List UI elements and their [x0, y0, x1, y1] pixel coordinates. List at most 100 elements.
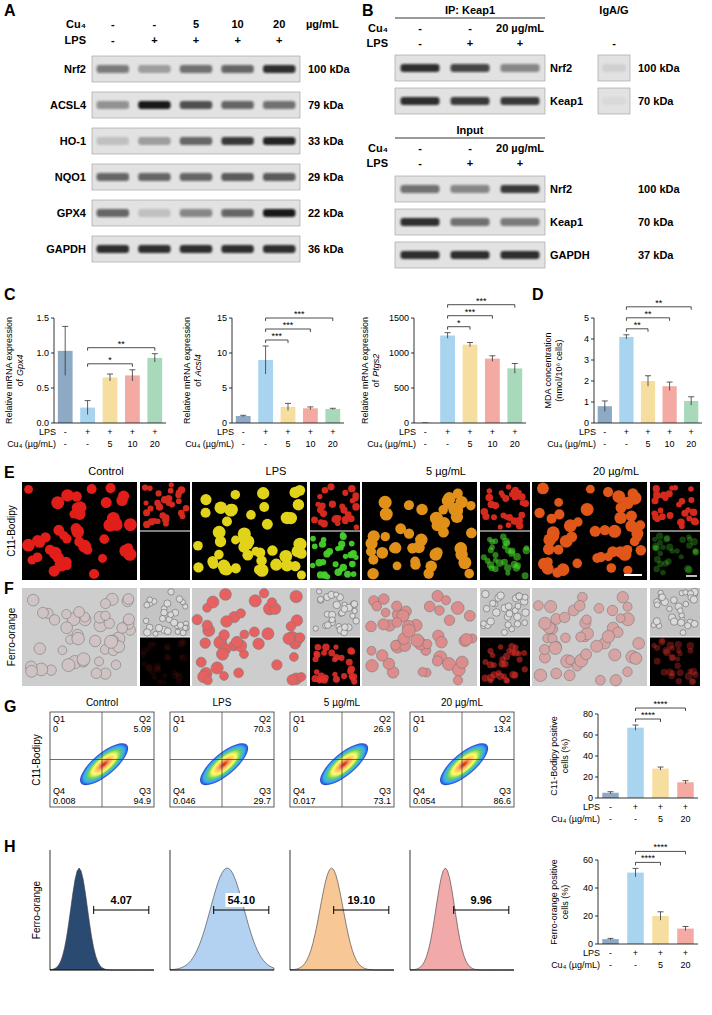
error-bar	[633, 725, 639, 730]
tick-label: 80	[583, 709, 593, 719]
cell	[216, 648, 228, 660]
axis-title: Ferro-orange	[31, 880, 42, 939]
label: 100 kDa	[308, 63, 350, 75]
cell	[656, 532, 663, 539]
cell	[124, 518, 137, 531]
cell	[606, 563, 616, 573]
condition-title: LPS	[266, 465, 287, 477]
cell	[523, 547, 530, 554]
table-label: Cu₄ (µg/mL)	[551, 960, 600, 970]
label: -	[612, 37, 616, 49]
cell	[154, 554, 160, 560]
tick-label: 500	[394, 383, 409, 393]
cell	[658, 594, 665, 601]
quadrant-name: Q3	[259, 786, 271, 796]
tick	[411, 353, 414, 354]
image-bg	[310, 588, 360, 637]
cell	[267, 598, 276, 607]
cell	[333, 592, 338, 597]
cell	[242, 550, 253, 561]
cell	[221, 616, 232, 627]
micrograph	[192, 482, 360, 580]
label: LPS	[367, 37, 388, 49]
table-label: Cu₄ (µg/mL)	[367, 439, 416, 449]
cell	[313, 626, 318, 631]
table-cell: -	[64, 427, 67, 437]
cell	[333, 676, 340, 683]
cell	[154, 665, 160, 671]
cell	[219, 630, 229, 640]
cell	[654, 556, 661, 563]
x-axis	[54, 423, 166, 424]
table-cell: 5	[285, 439, 290, 449]
cell	[333, 601, 341, 609]
significance: ****	[653, 842, 668, 852]
cell	[348, 515, 355, 522]
micrograph	[532, 588, 700, 686]
label: -	[111, 34, 115, 46]
cell	[451, 602, 464, 615]
tick-label: 60	[583, 730, 593, 740]
band	[451, 64, 490, 72]
label: ACSL4	[50, 99, 87, 111]
cell	[176, 552, 183, 559]
cell	[180, 568, 187, 575]
cell	[659, 594, 666, 601]
cell	[608, 525, 621, 538]
cell	[193, 541, 203, 551]
cell	[432, 547, 442, 557]
cell	[123, 614, 134, 625]
table-cell: 20	[686, 439, 696, 449]
cell	[317, 507, 324, 514]
cell	[669, 485, 674, 490]
cell	[324, 622, 331, 629]
cell	[679, 554, 684, 559]
cell	[152, 674, 158, 680]
label: 70 kDa	[638, 216, 674, 228]
cell	[461, 634, 473, 646]
scale-bar	[624, 574, 642, 576]
label: 20 µg/mL	[496, 22, 544, 34]
cell	[51, 496, 64, 509]
cell	[146, 646, 151, 651]
cell	[295, 633, 305, 643]
cell	[346, 659, 353, 666]
cell	[522, 572, 529, 579]
cell	[501, 674, 507, 680]
cell	[147, 486, 152, 491]
cell	[71, 525, 84, 538]
tick-label: 1.0	[36, 348, 49, 358]
cell	[323, 674, 329, 680]
condition-title: 20 µg/mL	[441, 697, 483, 708]
error-bar	[683, 781, 689, 784]
axis-title-part: of	[371, 379, 381, 387]
cell	[328, 650, 335, 657]
gate-value: 4.07	[111, 894, 132, 906]
cell	[317, 494, 322, 499]
cell	[676, 678, 682, 684]
cell	[677, 608, 683, 614]
cell	[351, 673, 358, 680]
table-cell: -	[609, 948, 612, 958]
label: IgA/G	[599, 4, 628, 16]
cell	[503, 653, 510, 660]
cell	[200, 638, 211, 649]
cell	[183, 625, 189, 631]
tick	[51, 423, 54, 424]
density-cloud	[434, 737, 494, 792]
cell	[691, 517, 699, 525]
cell	[175, 629, 180, 634]
cell	[614, 512, 626, 524]
cell	[72, 632, 84, 644]
axis-title: cells (%)	[560, 739, 570, 774]
axis-title: MDA concentration	[543, 332, 553, 408]
gene-name: Ptgs2	[371, 354, 381, 377]
x-axis	[414, 423, 526, 424]
cell	[148, 518, 155, 525]
table-cell: +	[308, 427, 313, 437]
cell	[506, 522, 512, 528]
cell	[487, 488, 493, 494]
x-axis	[598, 944, 698, 945]
histogram: 9.96	[410, 850, 514, 970]
cell	[168, 488, 174, 494]
